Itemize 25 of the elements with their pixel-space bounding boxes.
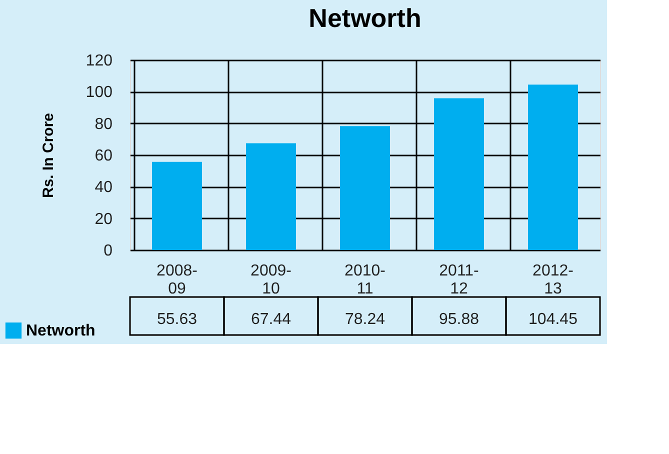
y-tick-label: 60 xyxy=(94,148,113,164)
bar xyxy=(528,84,578,250)
legend-label: Networth xyxy=(26,322,96,340)
x-tick-label: 2011-12 xyxy=(439,262,479,298)
y-tick-label: 120 xyxy=(86,52,113,70)
data-label: 55.63 xyxy=(156,311,198,328)
x-tick-label: 2012-13 xyxy=(532,262,574,298)
y-tick-label: 100 xyxy=(86,84,113,102)
y-tick-label: 20 xyxy=(94,210,113,228)
data-label: 95.88 xyxy=(438,311,480,328)
x-tick-label: 2009-10 xyxy=(250,262,292,298)
data-label: 67.44 xyxy=(250,311,292,328)
y-tick-label: 80 xyxy=(94,116,113,133)
x-tick-label: 2008-09 xyxy=(156,262,198,298)
data-label: 78.24 xyxy=(344,311,386,328)
y-tick-label: 0 xyxy=(104,242,113,260)
bar xyxy=(434,98,484,250)
bar xyxy=(152,162,202,250)
chart-title: Networth xyxy=(308,3,422,33)
x-tick-label: 2010-11 xyxy=(344,262,386,298)
data-label: 104.45 xyxy=(528,311,578,328)
bar xyxy=(340,126,390,250)
y-tick-label: 40 xyxy=(94,179,113,196)
bar xyxy=(246,143,296,250)
y-axis-title: Rs. In Crore xyxy=(40,112,57,198)
